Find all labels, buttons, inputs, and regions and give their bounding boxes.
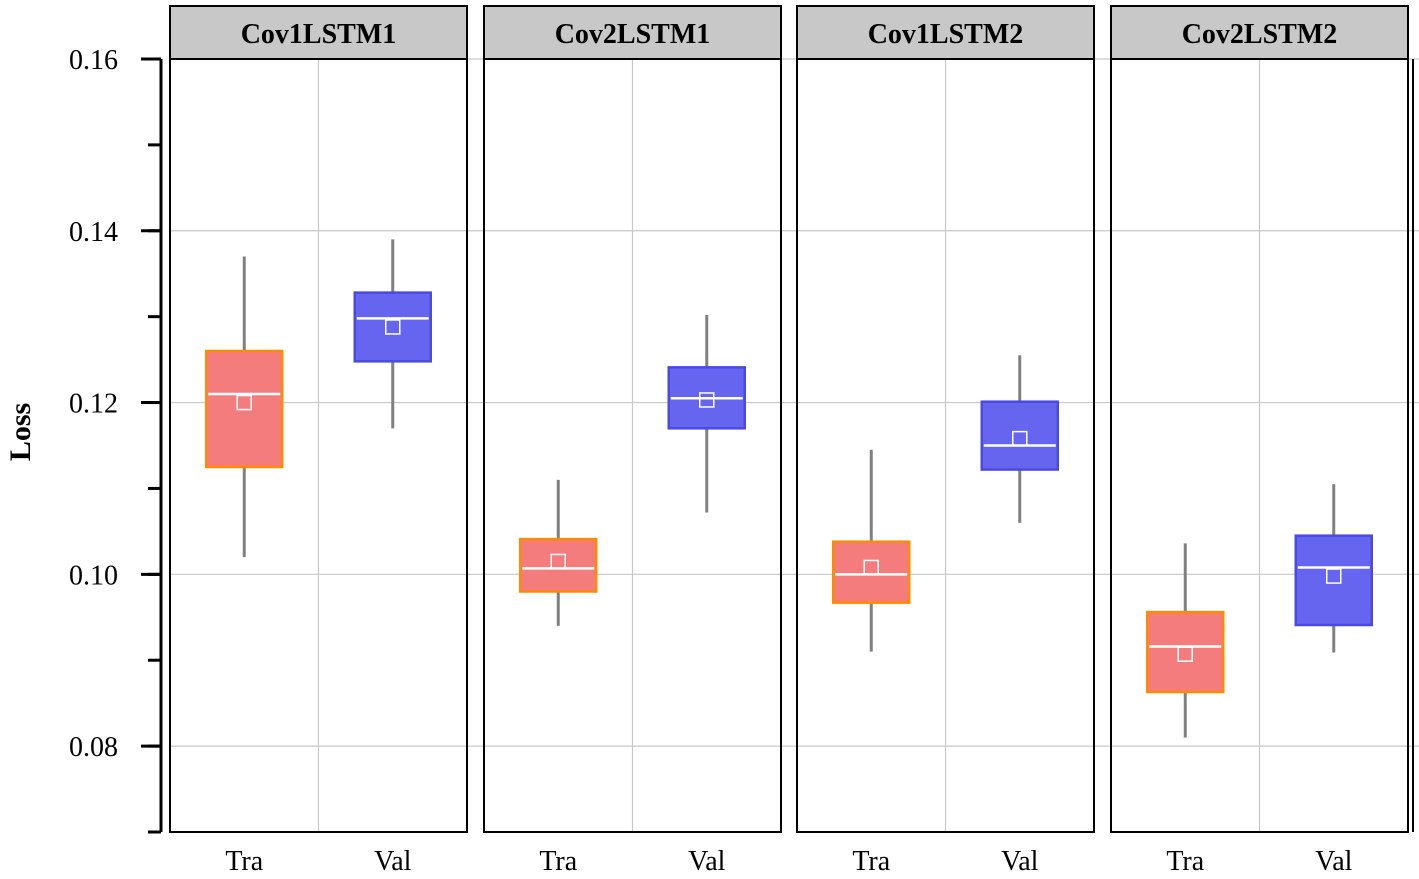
panel-frame xyxy=(169,58,468,833)
box-val xyxy=(1294,484,1373,653)
mean-marker xyxy=(550,553,566,570)
panel-header xyxy=(1110,5,1409,60)
box-tra xyxy=(1146,543,1225,738)
x-category-label: Tra xyxy=(539,846,577,874)
box-iqr xyxy=(1146,610,1225,694)
mean-marker xyxy=(1326,568,1342,584)
x-category-label: Val xyxy=(1315,846,1353,874)
mean-marker xyxy=(1177,646,1193,662)
x-category-label: Tra xyxy=(1166,846,1204,874)
panel-cov2lstm1: Cov2LSTM1 Tra Val xyxy=(483,5,782,877)
panel-cov1lstm2: Cov1LSTM2 Tra Val xyxy=(796,5,1095,877)
panel-frame xyxy=(1110,58,1409,833)
panel-title: Cov1LSTM2 xyxy=(868,19,1024,50)
mean-marker xyxy=(1012,430,1028,447)
box-tra xyxy=(519,479,598,626)
box-val xyxy=(980,355,1059,523)
y-tick-label: 0.08 xyxy=(69,732,118,763)
y-axis: 0.16 0.14 0.12 0.10 0.08 xyxy=(69,45,163,834)
panels: Cov1LSTM1 Tra Val Cov2LSTM1 Tra Val Cov1LSTM2 T… xyxy=(169,5,1414,877)
x-category-label: Tra xyxy=(225,846,263,874)
y-tick-label: 0.12 xyxy=(69,389,118,420)
box-val xyxy=(353,239,432,429)
box-iqr xyxy=(353,291,432,363)
y-tick-label: 0.10 xyxy=(69,560,118,591)
y-axis-title: Loss xyxy=(4,403,37,461)
gridlines xyxy=(170,58,1419,747)
box-tra xyxy=(832,449,911,652)
panel-title: Cov1LSTM1 xyxy=(241,19,397,50)
box-iqr xyxy=(1294,534,1373,627)
box-iqr xyxy=(519,537,598,593)
x-category-label: Val xyxy=(1001,846,1039,874)
mean-marker xyxy=(699,392,715,408)
box-tra xyxy=(205,256,284,558)
x-category-label: Val xyxy=(374,846,412,874)
x-category-label: Tra xyxy=(852,846,890,874)
box-val xyxy=(667,314,746,513)
x-category-label: Val xyxy=(688,846,726,874)
mean-marker xyxy=(385,319,401,335)
panel-frame xyxy=(483,58,782,833)
panel-title: Cov2LSTM2 xyxy=(1182,19,1338,50)
mean-marker xyxy=(236,394,252,411)
y-tick-label: 0.14 xyxy=(69,217,118,248)
panel-cov2lstm2: Cov2LSTM2 Tra Val xyxy=(1110,5,1409,877)
box-iqr xyxy=(980,400,1059,471)
panel-frame xyxy=(796,58,1095,833)
panel-title: Cov2LSTM1 xyxy=(555,19,711,50)
y-tick-label: 0.16 xyxy=(69,45,118,76)
box-iqr xyxy=(832,540,911,604)
panel-cov1lstm1: Cov1LSTM1 Tra Val xyxy=(169,5,468,877)
mean-marker xyxy=(863,559,879,576)
panel-header xyxy=(483,5,782,60)
